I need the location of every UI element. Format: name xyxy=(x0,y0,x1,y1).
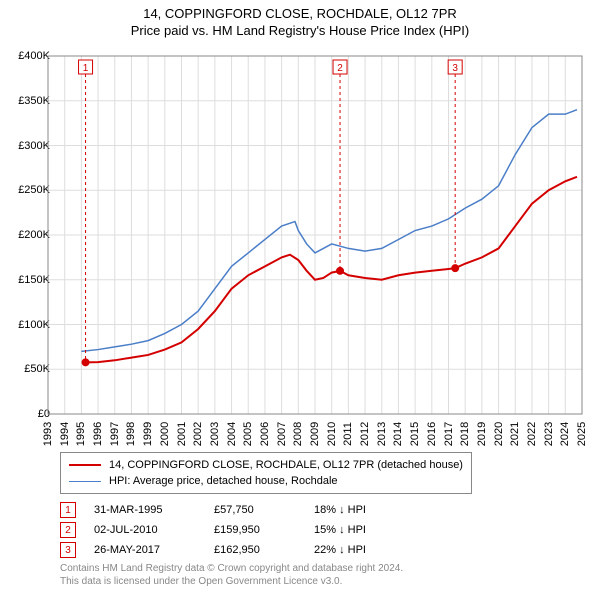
x-tick-label: 2010 xyxy=(326,419,338,449)
datapoint-delta: 15% ↓ HPI xyxy=(314,524,414,536)
x-tick-label: 2016 xyxy=(426,419,438,449)
x-tick-label: 2007 xyxy=(276,419,288,449)
x-tick-label: 2022 xyxy=(526,419,538,449)
x-tick-label: 2000 xyxy=(159,419,171,449)
x-tick-label: 1995 xyxy=(75,419,87,449)
datapoint-date: 02-JUL-2010 xyxy=(94,524,214,536)
x-tick-label: 2005 xyxy=(242,419,254,449)
legend-item: 14, COPPINGFORD CLOSE, ROCHDALE, OL12 7P… xyxy=(69,457,463,473)
x-tick-label: 1996 xyxy=(92,419,104,449)
x-tick-label: 2012 xyxy=(359,419,371,449)
x-tick-label: 2013 xyxy=(376,419,388,449)
datapoint-marker: 2 xyxy=(60,522,76,538)
x-tick-label: 1999 xyxy=(142,419,154,449)
datapoint-row: 1 31-MAR-1995£57,75018% ↓ HPI xyxy=(60,500,414,520)
legend-label: 14, COPPINGFORD CLOSE, ROCHDALE, OL12 7P… xyxy=(109,459,463,471)
x-tick-label: 2003 xyxy=(209,419,221,449)
x-tick-label: 2019 xyxy=(476,419,488,449)
chart-container: 14, COPPINGFORD CLOSE, ROCHDALE, OL12 7P… xyxy=(0,6,600,596)
x-tick-label: 1993 xyxy=(42,419,54,449)
x-tick-label: 2001 xyxy=(176,419,188,449)
footer-attribution: Contains HM Land Registry data © Crown c… xyxy=(60,562,403,588)
x-tick-label: 2023 xyxy=(543,419,555,449)
x-tick-label: 2011 xyxy=(342,419,354,449)
chart-title-line2: Price paid vs. HM Land Registry's House … xyxy=(0,23,600,38)
x-tick-label: 2008 xyxy=(292,419,304,449)
legend-label: HPI: Average price, detached house, Roch… xyxy=(109,475,338,487)
footer-line1: Contains HM Land Registry data © Crown c… xyxy=(60,562,403,575)
datapoint-price: £57,750 xyxy=(214,504,314,516)
x-tick-label: 2021 xyxy=(509,419,521,449)
x-tick-label: 2020 xyxy=(493,419,505,449)
datapoint-delta: 18% ↓ HPI xyxy=(314,504,414,516)
x-tick-label: 2006 xyxy=(259,419,271,449)
datapoint-row: 2 02-JUL-2010£159,95015% ↓ HPI xyxy=(60,520,414,540)
datapoint-price: £162,950 xyxy=(214,544,314,556)
datapoint-table: 1 31-MAR-1995£57,75018% ↓ HPI 2 02-JUL-2010… xyxy=(60,500,414,560)
datapoint-date: 31-MAR-1995 xyxy=(94,504,214,516)
legend: 14, COPPINGFORD CLOSE, ROCHDALE, OL12 7P… xyxy=(60,452,472,494)
x-tick-label: 2024 xyxy=(559,419,571,449)
datapoint-marker: 3 xyxy=(60,542,76,558)
datapoint-row: 3 26-MAY-2017£162,95022% ↓ HPI xyxy=(60,540,414,560)
datapoint-date: 26-MAY-2017 xyxy=(94,544,214,556)
x-tick-label: 1994 xyxy=(59,419,71,449)
x-tick-label: 2025 xyxy=(576,419,588,449)
legend-item: HPI: Average price, detached house, Roch… xyxy=(69,473,463,489)
svg-text:2: 2 xyxy=(337,63,343,74)
datapoint-delta: 22% ↓ HPI xyxy=(314,544,414,556)
footer-line2: This data is licensed under the Open Gov… xyxy=(60,575,403,588)
x-tick-label: 1997 xyxy=(109,419,121,449)
chart-svg: 1 2 3 xyxy=(42,50,588,420)
x-tick-label: 1998 xyxy=(125,419,137,449)
x-tick-label: 2018 xyxy=(459,419,471,449)
svg-text:1: 1 xyxy=(83,63,89,74)
x-tick-label: 2017 xyxy=(443,419,455,449)
x-tick-label: 2009 xyxy=(309,419,321,449)
legend-swatch xyxy=(69,481,101,482)
svg-text:3: 3 xyxy=(452,63,458,74)
datapoint-price: £159,950 xyxy=(214,524,314,536)
chart-title-line1: 14, COPPINGFORD CLOSE, ROCHDALE, OL12 7P… xyxy=(0,6,600,21)
x-tick-label: 2014 xyxy=(392,419,404,449)
datapoint-marker: 1 xyxy=(60,502,76,518)
x-tick-label: 2002 xyxy=(192,419,204,449)
x-tick-label: 2015 xyxy=(409,419,421,449)
chart-plot-area: 1 2 3 xyxy=(42,50,588,420)
x-tick-label: 2004 xyxy=(226,419,238,449)
legend-swatch xyxy=(69,464,101,466)
